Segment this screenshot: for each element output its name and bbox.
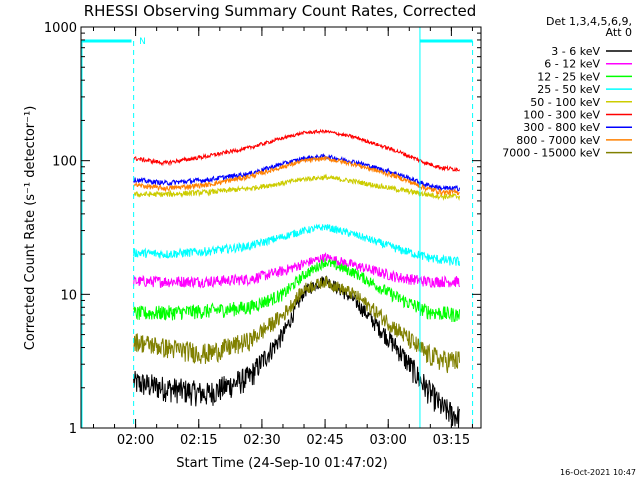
y-axis: 1 10 100 1000 — [44, 21, 481, 437]
x-axis-label: Start Time (24-Sep-10 01:47:02) — [176, 456, 387, 471]
legend-header: Att 0 — [606, 26, 632, 39]
series-line-7 — [133, 155, 460, 197]
legend-entry-label: 25 - 50 keV — [537, 83, 600, 96]
x-axis: 02:00 02:15 02:30 02:45 03:00 03:15 — [92, 27, 473, 448]
legend-entry-label: 6 - 12 keV — [544, 58, 600, 71]
legend-entry-label: 3 - 6 keV — [551, 45, 600, 58]
series-line-0 — [133, 275, 460, 429]
y-tick-label: 1000 — [44, 21, 77, 36]
y-tick-label: 1 — [69, 422, 77, 437]
series-line-5 — [133, 128, 460, 173]
series-line-1 — [133, 252, 460, 289]
legend-entry-label: 800 - 7000 keV — [516, 134, 600, 147]
legend-header: Det 1,3,4,5,6,9, — [546, 15, 632, 28]
legend-entry-label: 300 - 800 keV — [523, 121, 600, 134]
legend-entry-label: 12 - 25 keV — [537, 70, 600, 83]
series-line-6 — [133, 152, 460, 192]
y-tick-label: 10 — [60, 288, 77, 303]
plot-frame — [80, 26, 482, 429]
x-tick-label: 03:15 — [433, 433, 470, 448]
series-line-4 — [133, 173, 460, 202]
timestamp: 16-Oct-2021 10:47 — [560, 468, 636, 477]
marker-layer: N — [81, 27, 474, 428]
data-layer — [133, 128, 460, 429]
y-axis-label: Corrected Count Rate (s⁻¹ detector⁻¹) — [23, 106, 38, 351]
x-tick-label: 03:00 — [369, 433, 406, 448]
x-tick-label: 02:15 — [180, 433, 217, 448]
series-line-2 — [133, 258, 460, 323]
legend-entry-label: 7000 - 15000 keV — [502, 147, 600, 160]
chart-title: RHESSI Observing Summary Count Rates, Co… — [84, 2, 477, 20]
legend-entry-label: 100 - 300 keV — [523, 109, 600, 122]
series-line-3 — [133, 223, 460, 266]
x-tick-label: 02:45 — [306, 433, 343, 448]
state-label-n: N — [139, 37, 146, 47]
series-line-8 — [133, 276, 460, 374]
x-tick-label: 02:30 — [243, 433, 280, 448]
x-tick-label: 02:00 — [117, 433, 154, 448]
legend-entry-label: 50 - 100 keV — [530, 96, 600, 109]
y-tick-label: 100 — [52, 155, 77, 170]
